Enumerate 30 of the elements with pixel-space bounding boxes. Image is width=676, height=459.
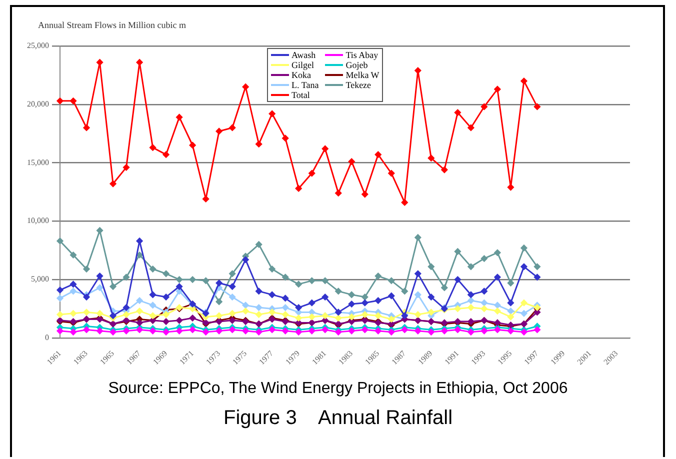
x-tick-label: 1971 bbox=[178, 348, 196, 366]
legend-label: Total bbox=[292, 90, 310, 100]
y-axis-title: Annual Stream Flows in Million cubic m bbox=[38, 20, 186, 30]
x-tick-label: 1999 bbox=[548, 348, 567, 366]
y-tick-label: 0 bbox=[45, 332, 49, 342]
x-tick-label: 1969 bbox=[151, 348, 169, 366]
x-tick-label: 1961 bbox=[45, 348, 63, 366]
source-note: Source: EPPCo, The Wind Energy Projects in Ethiopia, Oct 2006 bbox=[107, 380, 569, 398]
legend-label: L. Tana bbox=[292, 80, 319, 90]
legend-label: Koka bbox=[292, 70, 311, 80]
x-tick-label: 1973 bbox=[204, 348, 222, 366]
x-tick-label: 1983 bbox=[336, 348, 355, 366]
y-tick-label: 5,000 bbox=[31, 274, 49, 284]
legend-label: Gilgel bbox=[292, 60, 314, 70]
y-tick-label: 20,000 bbox=[27, 99, 49, 108]
text: Figure 3 Annual Rainfall bbox=[222, 407, 454, 430]
x-tick-label: 1993 bbox=[469, 348, 488, 366]
legend-label: Tekeze bbox=[346, 80, 372, 90]
legend-label: Awash bbox=[292, 50, 316, 60]
y-tick-label: 25,000 bbox=[27, 41, 49, 50]
x-tick-label: 1981 bbox=[310, 348, 328, 366]
x-tick-label: 1963 bbox=[72, 348, 90, 366]
legend-label: Melka W bbox=[346, 70, 380, 80]
legend-label: Tis Abay bbox=[346, 50, 378, 60]
x-tick-label: 1979 bbox=[284, 348, 302, 366]
x-tick-label: 1989 bbox=[416, 348, 434, 366]
legend-label: Gojeb bbox=[346, 60, 368, 70]
y-tick-label: 15,000 bbox=[27, 158, 49, 167]
y-tick-label: 10,000 bbox=[27, 216, 49, 226]
x-tick-label: 1991 bbox=[442, 348, 461, 366]
